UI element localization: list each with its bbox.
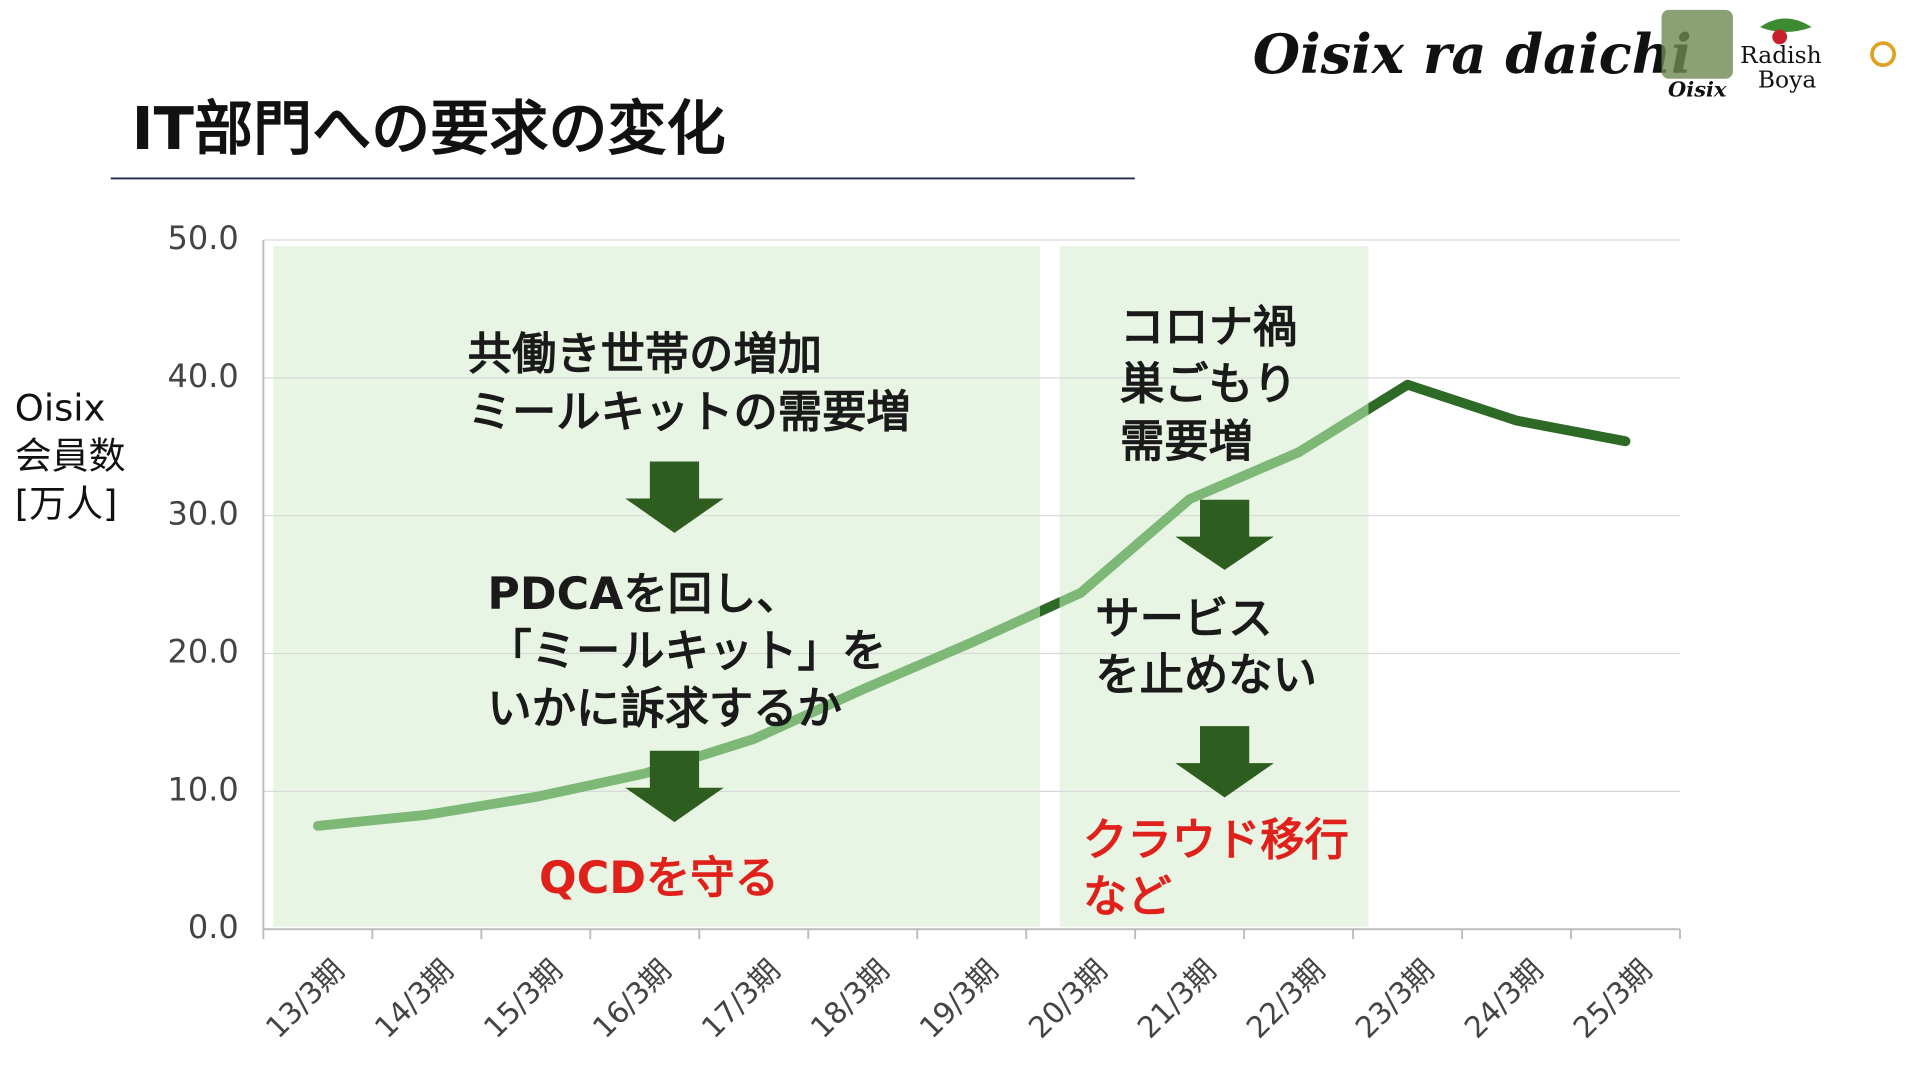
annotation: QCDを守る (539, 853, 779, 904)
x-tick-label: 18/3期 (804, 953, 896, 1045)
annotation: ミールキットの需要増 (468, 387, 911, 438)
annotation: PDCAを回し、 (487, 569, 800, 620)
annotation: サービス (1095, 594, 1272, 645)
y-tick-label: 50.0 (168, 219, 239, 257)
x-tick-label: 13/3期 (259, 953, 351, 1045)
y-axis-label: Oisix (15, 386, 106, 429)
slide-title: IT部門への要求の変化 (132, 94, 726, 163)
annotation: を止めない (1095, 650, 1317, 701)
brand-icon (1870, 41, 1896, 68)
y-tick-label: 10.0 (168, 770, 239, 808)
brand-icon (1760, 18, 1812, 32)
annotation: など (1083, 872, 1172, 923)
arrow (625, 750, 724, 823)
x-tick-label: 17/3期 (695, 953, 787, 1045)
x-tick-label: 21/3期 (1131, 953, 1223, 1045)
brand-icon (1661, 9, 1733, 79)
annotation: コロナ禍 (1120, 302, 1297, 353)
x-tick-label: 22/3期 (1240, 953, 1332, 1045)
y-tick-label: 40.0 (168, 357, 239, 395)
period-panel (1059, 246, 1369, 927)
x-tick-label: 15/3期 (477, 953, 569, 1045)
annotation: いかに訴求するか (487, 683, 841, 734)
annotation: クラウド移行 (1083, 815, 1349, 866)
x-tick-label: 14/3期 (368, 953, 460, 1045)
company-logo: Oisix ra daichi (1253, 22, 1692, 86)
annotation: 「ミールキット」を (487, 626, 886, 677)
annotation: 需要増 (1120, 416, 1253, 467)
y-tick-label: 20.0 (168, 633, 239, 671)
y-axis-label: [万人] (15, 482, 118, 525)
y-tick-label: 30.0 (168, 495, 239, 533)
y-axis-label: 会員数 (15, 434, 126, 477)
x-tick-label: 19/3期 (913, 953, 1005, 1045)
brand-name: Boya (1758, 66, 1816, 94)
annotation: 共働き世帯の増加 (468, 329, 822, 380)
brand-icon (1772, 29, 1788, 45)
member-line (312, 379, 1631, 831)
arrow (625, 461, 724, 533)
x-tick-label: 20/3期 (1022, 953, 1114, 1045)
x-tick-label: 23/3期 (1349, 953, 1441, 1045)
x-tick-label: 16/3期 (586, 953, 678, 1045)
x-tick-label: 24/3期 (1458, 953, 1550, 1045)
annotation: 巣ごもり (1120, 359, 1297, 410)
brand-name: Oisix (1668, 77, 1727, 102)
brand-name: Radish (1740, 41, 1822, 69)
x-tick-label: 25/3期 (1567, 953, 1659, 1045)
y-tick-label: 0.0 (188, 908, 239, 946)
